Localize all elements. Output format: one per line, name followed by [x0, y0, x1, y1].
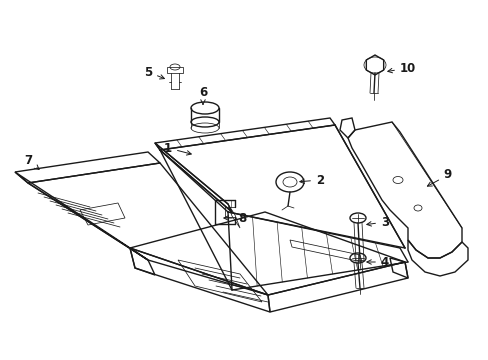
- Text: 7: 7: [24, 153, 39, 170]
- Text: 10: 10: [387, 62, 415, 75]
- Text: 1: 1: [163, 141, 191, 155]
- Text: 3: 3: [366, 216, 388, 229]
- Text: 2: 2: [299, 174, 324, 186]
- Text: 6: 6: [199, 85, 207, 104]
- Text: 4: 4: [366, 256, 388, 269]
- Text: 5: 5: [143, 66, 164, 79]
- Text: 9: 9: [427, 168, 451, 186]
- Text: 8: 8: [224, 211, 245, 225]
